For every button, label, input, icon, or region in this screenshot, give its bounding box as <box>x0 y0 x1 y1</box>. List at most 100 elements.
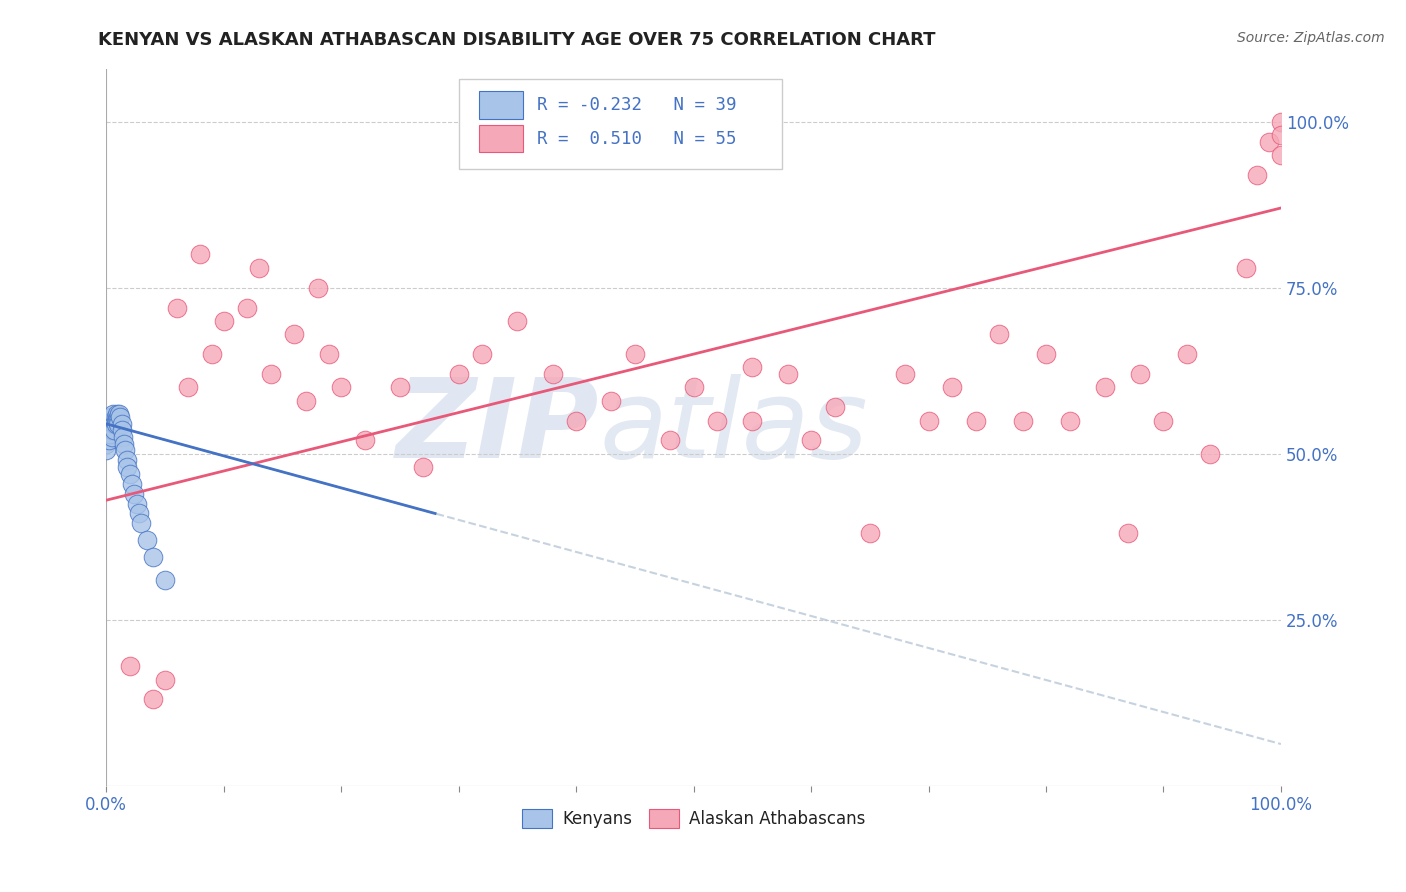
Point <box>118 659 141 673</box>
Point <box>105 413 128 427</box>
Point <box>103 407 125 421</box>
Point <box>110 424 132 438</box>
Point <box>295 393 318 408</box>
Point <box>1246 168 1268 182</box>
Point <box>125 496 148 510</box>
Point <box>236 301 259 315</box>
Point <box>1270 148 1292 162</box>
Point <box>565 413 588 427</box>
Point <box>104 410 127 425</box>
Point <box>824 401 846 415</box>
Point <box>110 410 132 425</box>
Text: R = -0.232   N = 39: R = -0.232 N = 39 <box>537 96 737 114</box>
Point <box>124 486 146 500</box>
Point <box>103 424 125 438</box>
Point <box>1129 367 1152 381</box>
Point <box>800 434 823 448</box>
Point <box>114 443 136 458</box>
Point <box>107 417 129 431</box>
Point <box>96 443 118 458</box>
Point <box>128 507 150 521</box>
Bar <box>478 92 523 119</box>
Point <box>706 413 728 427</box>
Point <box>506 314 529 328</box>
Point <box>541 367 564 381</box>
Point <box>1199 447 1222 461</box>
Point <box>117 453 139 467</box>
Point <box>118 467 141 481</box>
Point <box>412 460 434 475</box>
Point <box>1270 128 1292 142</box>
Point <box>111 430 134 444</box>
Point <box>131 516 153 531</box>
Point <box>101 413 124 427</box>
Point <box>988 327 1011 342</box>
Point <box>941 380 963 394</box>
Point <box>101 430 124 444</box>
Text: ZIP: ZIP <box>396 374 599 481</box>
Point <box>201 347 224 361</box>
Point <box>1234 260 1257 275</box>
Point <box>103 417 125 431</box>
Point <box>776 367 799 381</box>
Text: KENYAN VS ALASKAN ATHABASCAN DISABILITY AGE OVER 75 CORRELATION CHART: KENYAN VS ALASKAN ATHABASCAN DISABILITY … <box>98 31 936 49</box>
Text: atlas: atlas <box>599 374 869 481</box>
Point <box>1094 380 1116 394</box>
Point <box>136 533 159 547</box>
Point <box>353 434 375 448</box>
Point <box>96 430 118 444</box>
Point <box>1153 413 1175 427</box>
Point <box>247 260 270 275</box>
Point <box>166 301 188 315</box>
Point <box>100 410 122 425</box>
Point <box>1116 526 1139 541</box>
Point <box>318 347 340 361</box>
Point <box>1035 347 1057 361</box>
Point <box>741 413 763 427</box>
Point <box>1059 413 1081 427</box>
Point <box>682 380 704 394</box>
Point <box>101 424 124 438</box>
Point <box>188 247 211 261</box>
Bar <box>478 125 523 153</box>
Point <box>659 434 682 448</box>
Point <box>96 436 118 450</box>
Point <box>471 347 494 361</box>
Point <box>105 407 128 421</box>
Point <box>104 417 127 431</box>
Point <box>153 573 176 587</box>
Point <box>894 367 917 381</box>
Point <box>1175 347 1198 361</box>
Point <box>388 380 411 394</box>
Point <box>283 327 305 342</box>
Legend: Kenyans, Alaskan Athabascans: Kenyans, Alaskan Athabascans <box>516 802 872 835</box>
Point <box>110 417 132 431</box>
Point <box>177 380 200 394</box>
Point <box>100 420 122 434</box>
Point <box>307 281 329 295</box>
Point <box>98 426 121 441</box>
Point <box>1011 413 1033 427</box>
FancyBboxPatch shape <box>458 79 782 169</box>
Point <box>624 347 647 361</box>
Point <box>108 407 131 421</box>
Point <box>142 692 165 706</box>
Point <box>212 314 235 328</box>
Point <box>107 410 129 425</box>
Point <box>330 380 353 394</box>
Point <box>965 413 987 427</box>
Point <box>117 460 139 475</box>
Point <box>600 393 623 408</box>
Point <box>98 417 121 431</box>
Point <box>1270 114 1292 128</box>
Point <box>1258 135 1281 149</box>
Point <box>447 367 470 381</box>
Point <box>121 476 143 491</box>
Text: R =  0.510   N = 55: R = 0.510 N = 55 <box>537 130 737 148</box>
Point <box>97 424 120 438</box>
Point <box>142 549 165 564</box>
Text: Source: ZipAtlas.com: Source: ZipAtlas.com <box>1237 31 1385 45</box>
Point <box>153 673 176 687</box>
Point <box>112 436 135 450</box>
Point <box>741 360 763 375</box>
